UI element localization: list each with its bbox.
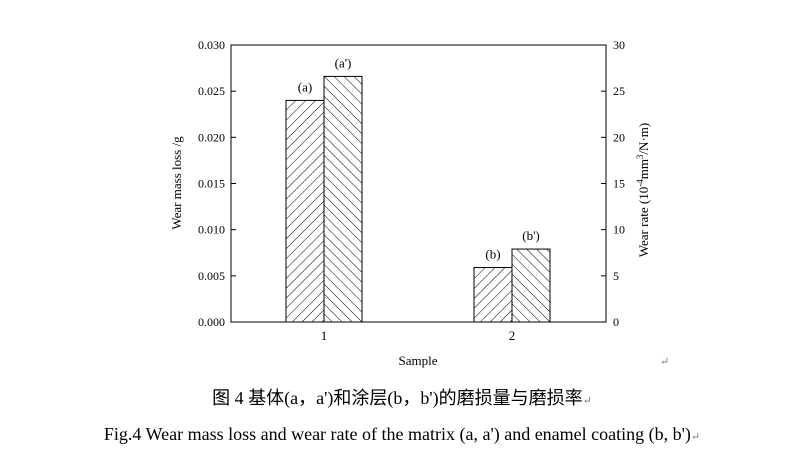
x-tick-label: 1 [321, 328, 328, 343]
bar-mass-loss-2 [473, 267, 513, 323]
left-axis: 0.000 0.005 0.010 0.015 0.020 0.025 0.030 [198, 38, 236, 329]
return-mark-chart: ↵ [660, 356, 670, 368]
y2-axis-label: Wear rate (10-4mm3/N·m) [635, 123, 651, 257]
y2-tick-label: 5 [613, 269, 619, 283]
y-tick-label: 0.015 [198, 177, 225, 191]
y-axis-label: Wear mass loss /g [169, 136, 184, 230]
bar-wear-rate-1 [323, 75, 363, 323]
x-axis-label: Sample [399, 353, 438, 368]
y2-label-post: /N·m) [636, 123, 651, 155]
bar-data-label: (a) [298, 79, 312, 94]
y2-tick-label: 0 [613, 315, 619, 329]
caption-english: Fig.4 Wear mass loss and wear rate of th… [0, 424, 804, 445]
y2-tick-label: 30 [613, 38, 625, 52]
caption-chinese-text: 图 4 基体(a，a')和涂层(b，b')的磨损量与磨损率 [212, 388, 583, 408]
caption-chinese: 图 4 基体(a，a')和涂层(b，b')的磨损量与磨损率↵ [0, 384, 804, 410]
y-tick-label: 0.005 [198, 269, 225, 283]
bar-data-label: (a') [335, 55, 352, 70]
x-tick-label: 2 [509, 328, 516, 343]
y2-label-mid: mm [636, 159, 651, 179]
y2-tick-label: 15 [613, 177, 625, 191]
bar-data-label: (b) [485, 247, 500, 262]
right-axis: 0 5 10 15 20 25 30 [601, 38, 625, 329]
y2-label-sup1: -4 [635, 179, 645, 187]
y-tick-label: 0.030 [198, 38, 225, 52]
bar-wear-rate-2 [511, 248, 551, 323]
y2-tick-label: 10 [613, 223, 625, 237]
bar-mass-loss-1 [285, 99, 325, 323]
y-tick-label: 0.025 [198, 84, 225, 98]
return-mark-en: ↵ [690, 431, 701, 443]
y2-tick-label: 25 [613, 84, 625, 98]
caption-english-text: Fig.4 Wear mass loss and wear rate of th… [103, 424, 691, 444]
y2-label-sup2: 3 [635, 154, 645, 159]
bars: (a) (b) (a') (b') [285, 55, 551, 323]
y2-label-pre: Wear rate (10 [636, 187, 651, 257]
return-mark-cn: ↵ [582, 395, 592, 407]
bar-data-label: (b') [522, 228, 540, 243]
y2-tick-label: 20 [613, 130, 625, 144]
y-tick-label: 0.000 [198, 315, 225, 329]
y-tick-label: 0.010 [198, 223, 225, 237]
y-tick-label: 0.020 [198, 130, 225, 144]
